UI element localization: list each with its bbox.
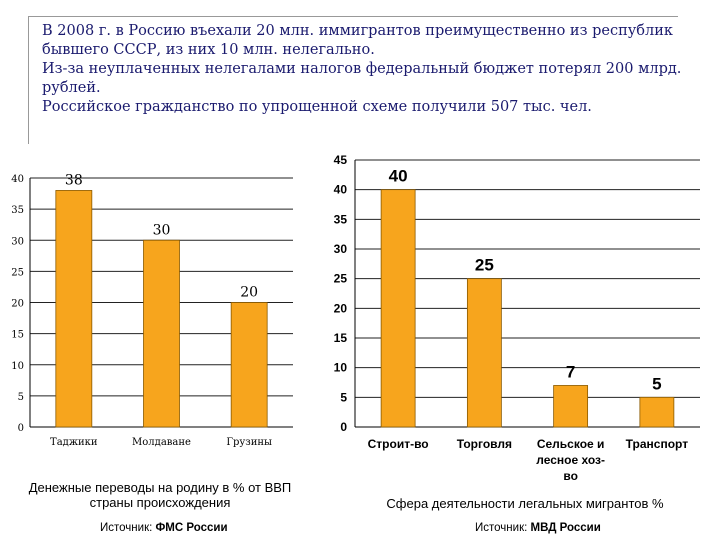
y-tick-label: 35 [11,205,24,216]
bar [639,396,675,428]
y-tick-label: 0 [340,420,347,434]
top-rule [28,16,678,17]
x-tick-label: Сельское и [537,437,605,451]
y-tick-label: 10 [11,361,24,372]
left-caption-line: страны происхождения [89,495,231,510]
right-chart-caption: Сфера деятельности легальных мигрантов % [386,496,664,511]
bar [553,385,589,428]
bar [380,189,416,428]
y-tick-label: 5 [340,390,347,404]
left-rule [28,16,29,144]
y-tick-label: 5 [18,392,24,403]
intro-line: Российское гражданство по упрощенной схе… [42,99,592,115]
intro-text: В 2008 г. в Россию въехали 20 млн. иммиг… [42,22,682,117]
x-tick-label: во [563,469,578,483]
y-tick-label: 15 [334,331,348,345]
y-tick-label: 45 [334,153,348,167]
bar [230,302,268,428]
intro-line: рублей. [42,80,101,96]
y-tick-label: 20 [334,301,348,315]
data-label: 38 [65,172,83,188]
x-tick-label: Транспорт [626,437,689,451]
y-tick-label: 30 [334,242,348,256]
data-label: 30 [153,222,171,238]
data-label: 25 [475,256,494,275]
x-tick-label: Торговля [457,437,512,451]
y-tick-label: 40 [11,174,24,185]
x-tick-label: лесное хоз- [536,453,605,467]
intro-line: В 2008 г. в Россию въехали 20 млн. иммиг… [42,23,673,39]
left-caption-line: Денежные переводы на родину в % от ВВП [28,480,292,495]
y-tick-label: 25 [334,272,348,286]
y-tick-label: 10 [334,361,348,375]
y-tick-label: 0 [18,423,24,434]
data-label: 40 [389,167,408,186]
x-tick-label: Строит-во [368,437,429,451]
y-tick-label: 25 [11,267,24,278]
bar [55,190,93,428]
left-source: Источник: ФМС России [100,522,228,534]
y-tick-label: 35 [334,212,348,226]
y-tick-label: 20 [11,299,24,310]
x-tick-label: Таджики [50,437,98,448]
data-label: 7 [566,362,575,381]
y-tick-label: 40 [334,183,348,197]
y-tick-label: 15 [11,330,24,341]
data-label: 20 [240,285,258,301]
bar [466,278,502,428]
intro-line: бывшего СССР, из них 10 млн. нелегально. [42,42,375,58]
right-source: Источник: МВД России [475,522,601,534]
x-tick-label: Грузины [226,437,272,448]
data-label: 5 [652,374,661,393]
x-tick-label: Молдаване [132,437,191,448]
y-tick-label: 30 [11,236,24,247]
bar [143,239,180,428]
intro-line: Из-за неуплаченных нелегалами налогов фе… [42,61,682,77]
left-chart-caption: Денежные переводы на родину в % от ВВП с… [10,480,310,510]
